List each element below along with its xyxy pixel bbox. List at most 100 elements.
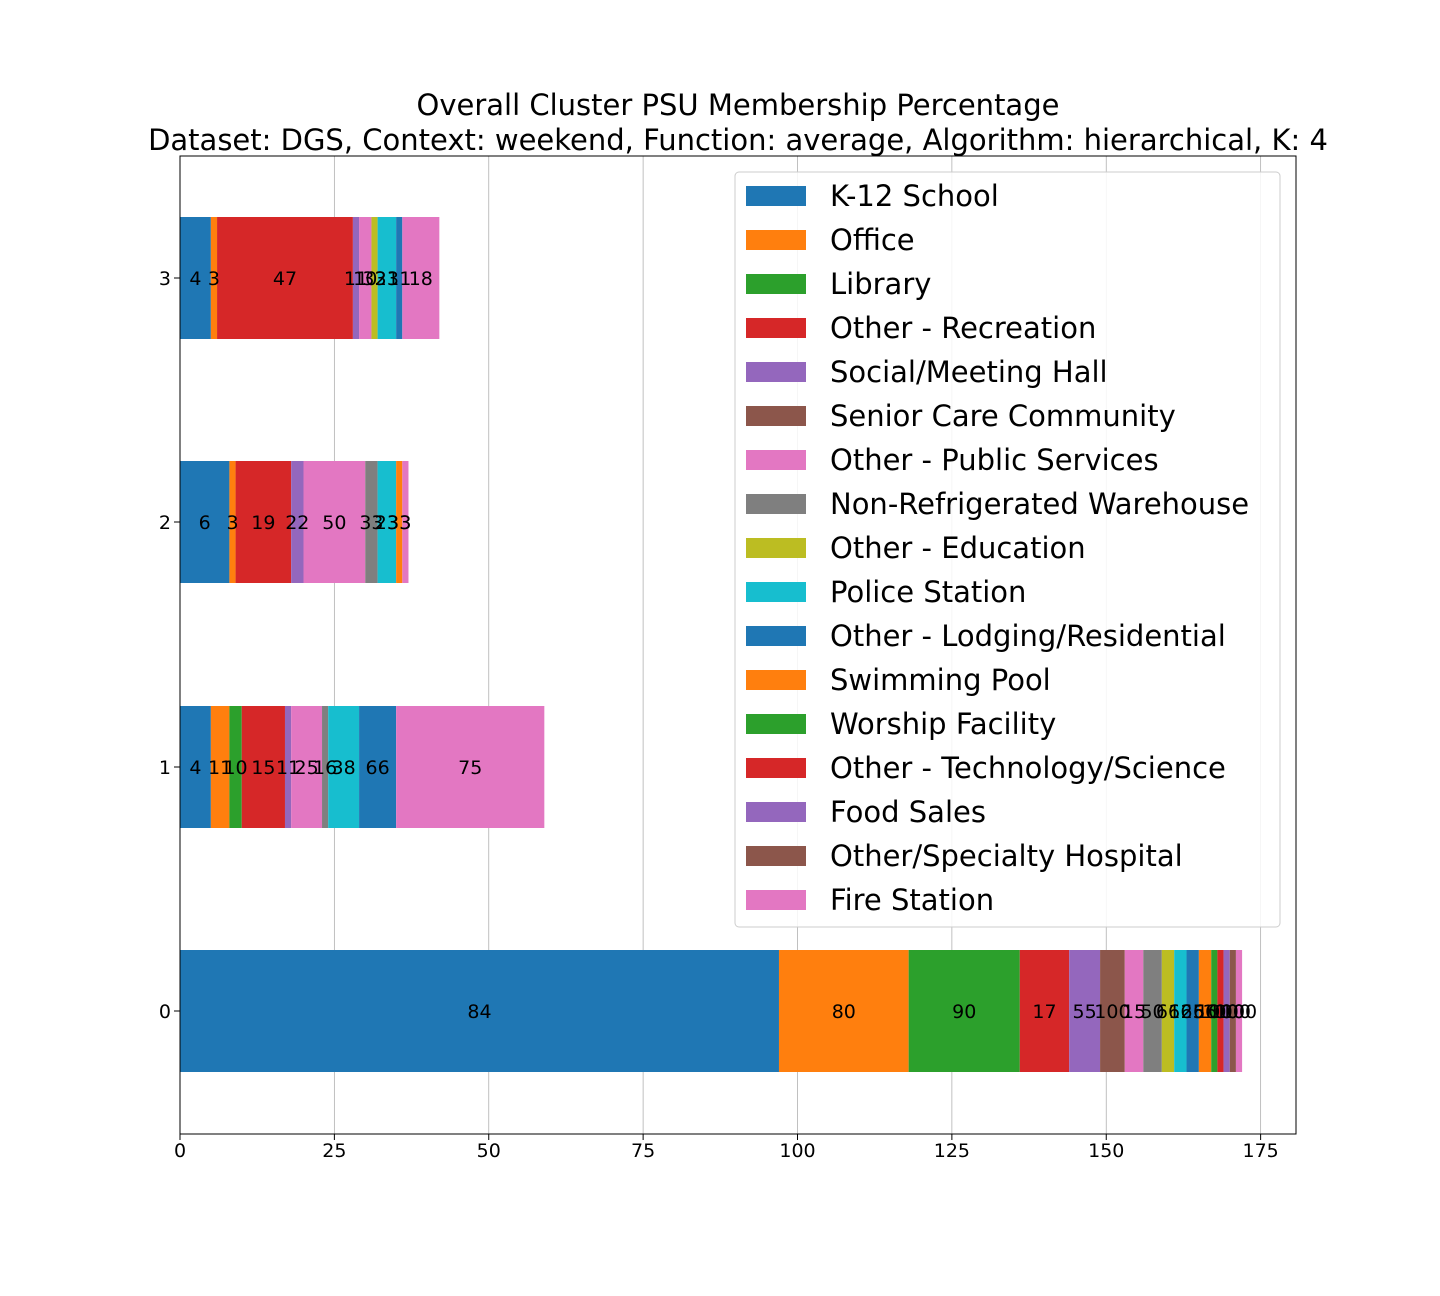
bar-segment-label: 66 xyxy=(366,757,390,779)
bar-segment-label: 11 xyxy=(208,757,232,779)
bar-segment-label: 66 xyxy=(1193,1001,1217,1023)
bar-segment-label: 33 xyxy=(387,512,411,534)
bar-segment xyxy=(1235,950,1243,1072)
bar-segment xyxy=(1143,950,1162,1072)
bar-segment xyxy=(1100,950,1125,1072)
x-axis: 0 25 50 75 100 125 150 175 xyxy=(174,1134,1279,1162)
x-tick-label: 75 xyxy=(631,1140,655,1162)
bar-segment xyxy=(1223,950,1230,1072)
segment-labels: 84 80 90 17 55100155066162566100100100100100… xyxy=(189,268,1257,1023)
y-tick-label: 1 xyxy=(159,757,171,779)
legend-entry: Other/Specialty Hospital xyxy=(830,839,1183,873)
legend: K-12 School Office Library Other - Recreati… xyxy=(734,171,1281,928)
bar-segment xyxy=(241,706,285,828)
legend-entry: Police Station xyxy=(830,575,1026,609)
bar-segment xyxy=(180,217,211,339)
legend-entry: Social/Meeting Hall xyxy=(830,355,1108,389)
bar-segment-label: 11 xyxy=(344,268,368,290)
bar-segment xyxy=(396,461,403,583)
bar-segment-label: 11 xyxy=(276,757,300,779)
bar-segment xyxy=(352,217,360,339)
bar-segment xyxy=(210,706,230,828)
bar-segment xyxy=(180,706,211,828)
x-tick-label: 25 xyxy=(322,1140,346,1162)
bar-segment-label: 23 xyxy=(375,268,399,290)
bar-segment-label: 25 xyxy=(294,757,318,779)
bar-segment xyxy=(1229,950,1236,1072)
x-tick-label: 100 xyxy=(779,1140,815,1162)
legend-swatch xyxy=(746,274,806,294)
legend-swatch xyxy=(746,230,806,250)
bar-segment-label: 25 xyxy=(1181,1001,1205,1023)
bar-segment xyxy=(1217,950,1224,1072)
x-tick-label: 175 xyxy=(1242,1140,1278,1162)
bar-segment-label: 15 xyxy=(1122,1001,1146,1023)
bar-segment xyxy=(291,706,323,828)
chart-title: Overall Cluster PSU Membership Percentag… xyxy=(417,88,1060,122)
bar-segment-label: 16 xyxy=(313,757,337,779)
bar-segment xyxy=(322,706,329,828)
bar-segment xyxy=(303,461,366,583)
bar-segment-label: 6 xyxy=(199,512,211,534)
legend-swatch xyxy=(746,318,806,338)
x-tick-label: 125 xyxy=(934,1140,970,1162)
bar-segment xyxy=(359,217,372,339)
legend-entry: Other - Public Services xyxy=(830,443,1159,477)
legend-entry: Other - Recreation xyxy=(830,311,1096,345)
bar-segment-label: 50 xyxy=(1140,1001,1164,1023)
x-tick-label: 0 xyxy=(174,1140,186,1162)
bar-segment xyxy=(359,706,397,828)
bar-segment xyxy=(217,217,353,339)
bar-segment xyxy=(1019,950,1070,1072)
bar-segment-label: 15 xyxy=(251,757,275,779)
bar-segment xyxy=(229,706,242,828)
bar-segment-label: 10 xyxy=(223,757,247,779)
bar-segment xyxy=(328,706,360,828)
legend-swatch xyxy=(746,582,806,602)
bar-segment-label: 100 xyxy=(1094,1001,1130,1023)
bar-segment-label: 16 xyxy=(1168,1001,1192,1023)
bar-segment xyxy=(908,950,1020,1072)
legend-entry: Office xyxy=(830,223,915,257)
legend-entry: Worship Facility xyxy=(830,707,1056,741)
bar-segment xyxy=(371,217,378,339)
bar-segment-label: 75 xyxy=(458,757,482,779)
bar-segment xyxy=(396,706,545,828)
legend-entry: Fire Station xyxy=(830,883,994,917)
bar-segment-label: 90 xyxy=(952,1001,976,1023)
legend-entry: Non-Refrigerated Warehouse xyxy=(830,487,1249,521)
legend-swatch xyxy=(746,406,806,426)
bar-segment xyxy=(1161,950,1175,1072)
bar-segment-label: 11 xyxy=(387,268,411,290)
legend-swatch xyxy=(746,802,806,822)
bar-segment-label: 47 xyxy=(273,268,297,290)
bar-segment xyxy=(1069,950,1101,1072)
bar-segment-label: 100 xyxy=(1215,1001,1251,1023)
bar-segment-label: 22 xyxy=(285,512,309,534)
bar-segment xyxy=(284,706,292,828)
legend-entry: Library xyxy=(830,267,931,301)
legend-swatch xyxy=(746,714,806,734)
legend-entry: Swimming Pool xyxy=(830,663,1051,697)
bar-segment xyxy=(365,461,378,583)
bar-segment-label: 66 xyxy=(1156,1001,1180,1023)
bar-segment-label: 17 xyxy=(1032,1001,1056,1023)
bar-segment-label: 100 xyxy=(1221,1001,1257,1023)
bar-segment xyxy=(1174,950,1187,1072)
bar-segment-label: 10 xyxy=(353,268,377,290)
x-tick-label: 150 xyxy=(1088,1140,1124,1162)
legend-swatch xyxy=(746,846,806,866)
bar-segment-label: 38 xyxy=(332,757,356,779)
bar-segment-label: 84 xyxy=(467,1001,491,1023)
bar-segment xyxy=(396,217,403,339)
plot-frame xyxy=(179,155,1297,1135)
legend-entry: Food Sales xyxy=(830,795,986,829)
legend-swatch xyxy=(746,538,806,558)
bar-segment xyxy=(291,461,304,583)
x-tick-label: 50 xyxy=(477,1140,501,1162)
legend-entry: K-12 School xyxy=(830,179,999,213)
bar-segment-label: 100 xyxy=(1202,1001,1238,1023)
bar-segment-label: 50 xyxy=(322,512,346,534)
chart-subtitle: Dataset: DGS, Context: weekend, Function… xyxy=(148,123,1328,157)
